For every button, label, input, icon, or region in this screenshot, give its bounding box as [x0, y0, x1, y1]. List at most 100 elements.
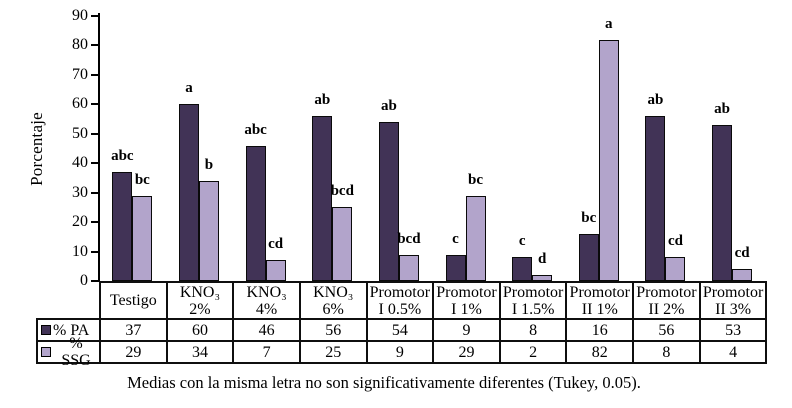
bar-significance-letter: c	[452, 230, 459, 247]
value-cell: 56	[632, 318, 701, 342]
category-cell-line: Testigo	[109, 292, 157, 309]
category-cell-line: II 1%	[581, 300, 618, 318]
bar-pa	[512, 257, 533, 281]
bar-significance-letter: a	[185, 80, 193, 97]
bar-significance-letter: c	[518, 233, 526, 250]
bar-significance-letter: ab	[314, 92, 331, 109]
category-cell-line: 4%	[255, 300, 278, 318]
bar-significance-letter: cd	[667, 233, 683, 250]
y-tick-mark	[91, 280, 99, 282]
bar-significance-letter: bc	[134, 171, 150, 188]
bar-ssg	[398, 254, 419, 281]
bar-pa	[178, 104, 199, 281]
category-cell: Promotor II 3%	[698, 281, 768, 320]
legend-swatch-ssg	[41, 347, 51, 357]
value-cell: 8	[632, 340, 701, 364]
bar-ssg	[598, 39, 619, 281]
bar-pa	[578, 233, 599, 281]
y-tick-mark	[91, 103, 99, 106]
y-tick-label: 80	[72, 36, 88, 54]
category-cell-line: Promotor	[369, 283, 431, 301]
bar-ssg	[198, 180, 219, 281]
category-cell: KNO₃ 2%	[165, 281, 235, 320]
bar-pa	[245, 145, 266, 281]
y-tick-label: 50	[72, 124, 88, 142]
category-cell-line: I 1%	[451, 300, 482, 318]
y-tick-label: 60	[72, 95, 88, 113]
bar-pa	[645, 116, 666, 281]
bar-ssg	[265, 260, 286, 281]
category-cell: KNO₃ 4%	[232, 281, 301, 320]
y-tick-label: 0	[80, 272, 88, 289]
y-tick-label: 90	[72, 7, 88, 24]
bar-significance-letter: abc	[244, 121, 267, 138]
category-cell: Promotor I 1.5%	[498, 281, 568, 320]
y-tick-mark	[91, 250, 99, 253]
y-tick-label: 20	[72, 213, 88, 231]
value-cell: 7	[232, 340, 301, 364]
category-cell-line: Promotor	[636, 283, 697, 301]
bar-significance-letter: bcd	[330, 183, 354, 200]
value-cell: 8	[498, 318, 568, 342]
y-tick-mark	[91, 191, 99, 194]
value-cell: 53	[698, 318, 768, 342]
category-cell-line: I 1.5%	[511, 300, 555, 318]
category-cell-line: 2%	[189, 300, 211, 318]
y-tick-mark	[91, 15, 99, 17]
y-axis-line	[98, 13, 100, 281]
value-cell: 37	[99, 318, 168, 342]
value-cell: 16	[565, 318, 635, 342]
value-cell: 82	[565, 340, 635, 364]
bar-ssg	[332, 207, 353, 281]
value-cell: 34	[165, 340, 235, 364]
bar-significance-letter: ab	[714, 100, 730, 117]
y-tick-label: 30	[72, 183, 88, 201]
category-cell-line: 6%	[322, 300, 344, 318]
category-cell-line: Promotor	[436, 283, 497, 301]
legend-cell: % SSG	[36, 335, 101, 369]
bar-significance-letter: d	[537, 251, 547, 268]
bar-ssg	[465, 195, 486, 281]
bar-ssg	[132, 195, 153, 281]
bar-significance-letter: bcd	[397, 230, 421, 247]
legend-label: % SSG	[61, 335, 91, 369]
category-cell: Promotor I 0.5%	[365, 281, 435, 320]
value-cell: 29	[99, 340, 168, 364]
bar-significance-letter: ab	[380, 98, 397, 114]
figure-caption: Medias con la misma letra no son signifi…	[127, 373, 641, 392]
category-cell-line: KNO₃	[246, 283, 287, 301]
legend-label: % PA	[53, 321, 90, 339]
y-tick-mark	[91, 44, 99, 47]
category-cell-line: Promotor	[702, 283, 764, 301]
value-cell: 4	[698, 340, 768, 364]
category-cell-line: II 2%	[648, 300, 685, 318]
y-tick-label: 10	[72, 242, 88, 260]
category-cell-line: KNO₃	[179, 283, 221, 301]
category-cell-line: Promotor	[569, 283, 630, 301]
y-tick-mark	[91, 132, 99, 135]
value-cell: 29	[432, 340, 501, 364]
bar-significance-letter: bc	[468, 171, 484, 188]
bar-significance-letter: bc	[581, 209, 597, 226]
y-tick-mark	[91, 73, 99, 76]
y-tick-mark	[91, 221, 99, 224]
y-tick-label: 40	[72, 154, 88, 172]
bar-significance-letter: ab	[647, 92, 664, 109]
bar-pa	[712, 124, 733, 281]
bar-pa	[312, 116, 333, 281]
category-cell: Promotor II 1%	[565, 281, 635, 320]
bar-significance-letter: cd	[268, 236, 284, 253]
bar-pa	[378, 122, 399, 281]
legend-swatch-pa	[41, 325, 51, 335]
value-cell: 60	[165, 318, 235, 342]
bar-pa	[445, 254, 466, 281]
value-cell: 54	[365, 318, 435, 342]
bar-pa	[112, 172, 133, 281]
bar-ssg	[665, 257, 686, 281]
value-cell: 2	[498, 340, 568, 364]
category-cell-line: I 0.5%	[378, 300, 422, 318]
bar-significance-letter: abc	[111, 148, 134, 165]
value-cell: 9	[365, 340, 435, 364]
bar-significance-letter: b	[204, 156, 214, 173]
